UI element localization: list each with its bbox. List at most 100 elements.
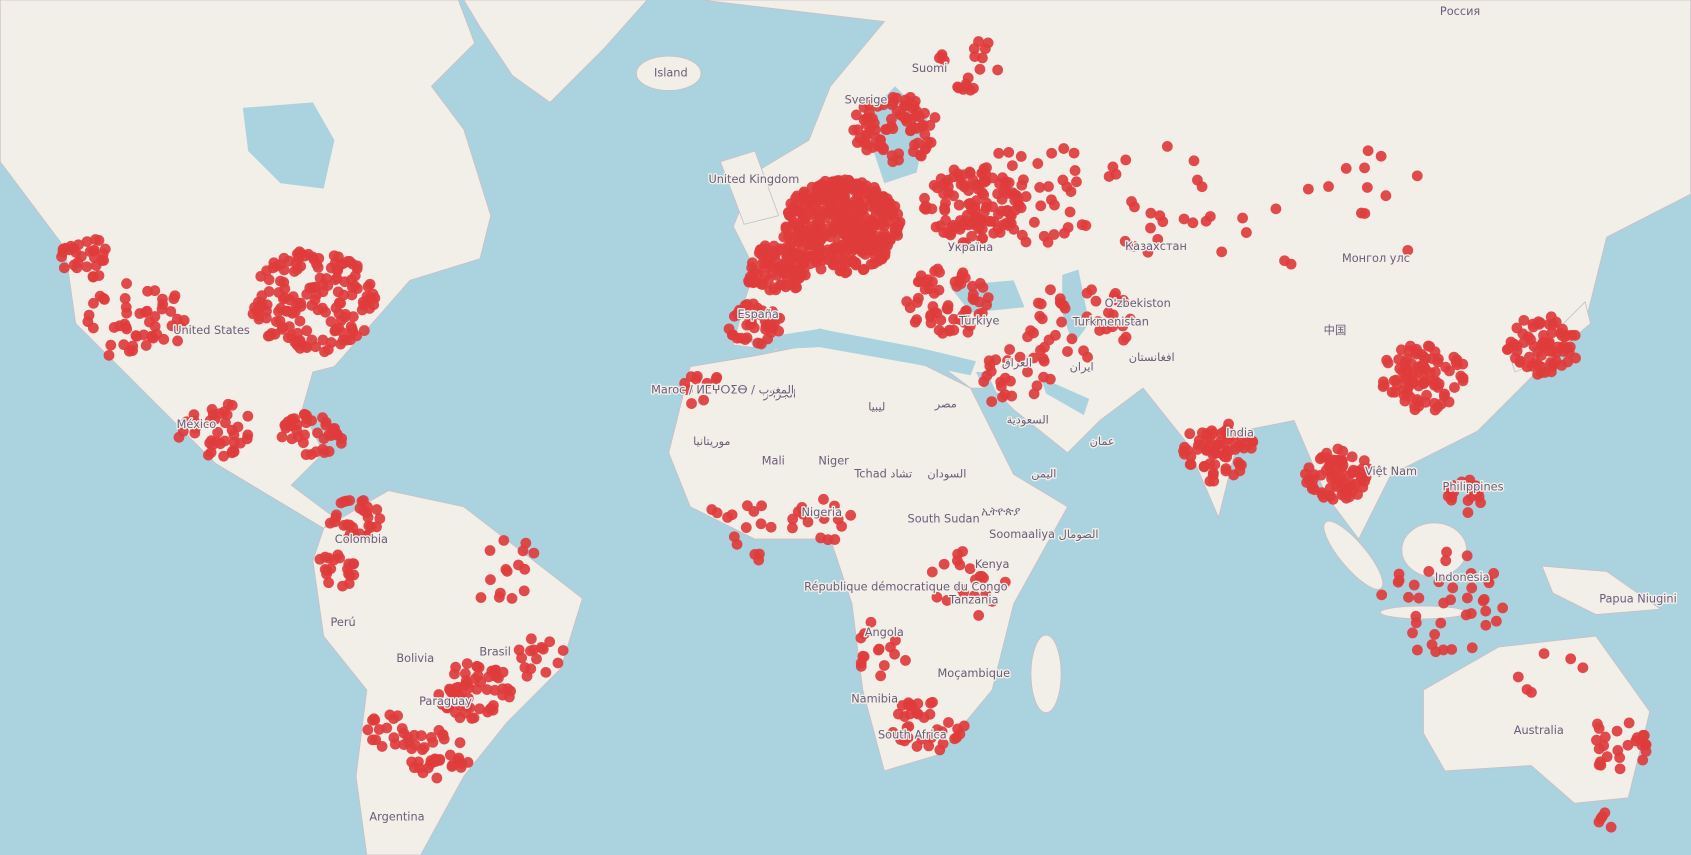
location-dot xyxy=(973,36,984,47)
location-dot xyxy=(81,261,93,273)
mediterranean xyxy=(749,328,976,376)
location-dot xyxy=(203,449,214,461)
location-dot xyxy=(969,215,980,226)
location-dot xyxy=(418,742,430,753)
location-dot xyxy=(976,307,988,319)
location-dot xyxy=(490,664,502,676)
location-dot xyxy=(1201,435,1213,447)
location-dot xyxy=(455,762,467,773)
location-dot xyxy=(141,305,153,317)
location-dot xyxy=(312,427,323,439)
location-dot xyxy=(1558,346,1570,357)
location-dot xyxy=(986,595,998,607)
location-dot xyxy=(1117,320,1129,332)
location-dot xyxy=(779,268,791,280)
location-dot xyxy=(942,181,954,193)
location-dot xyxy=(313,252,325,264)
location-dot xyxy=(90,234,101,245)
location-dot xyxy=(120,301,132,313)
location-dot xyxy=(969,51,981,62)
location-dot xyxy=(710,373,722,385)
location-dot xyxy=(284,294,296,306)
location-dot xyxy=(966,230,978,242)
location-dot xyxy=(889,648,900,660)
location-dot xyxy=(790,282,801,294)
location-dot xyxy=(1377,381,1389,392)
location-dot xyxy=(330,324,342,336)
location-dot xyxy=(1185,451,1197,462)
location-dot xyxy=(319,563,331,575)
location-dot xyxy=(1178,213,1190,225)
location-dot xyxy=(765,521,777,533)
location-dot xyxy=(993,147,1005,159)
location-dot xyxy=(881,206,893,217)
location-dot xyxy=(358,299,370,311)
location-dot xyxy=(812,182,824,194)
location-dot xyxy=(1337,445,1349,457)
location-dot xyxy=(494,587,506,599)
country-label: Sverige xyxy=(845,92,888,106)
location-dot xyxy=(1341,484,1353,495)
location-dot xyxy=(1207,469,1219,481)
location-dot xyxy=(83,309,95,321)
location-dot xyxy=(1062,346,1073,357)
location-dot xyxy=(878,99,889,111)
location-dot xyxy=(958,720,970,732)
country-label: Argentina xyxy=(369,809,424,823)
location-dot xyxy=(931,591,943,603)
location-dot xyxy=(852,229,864,240)
location-dot xyxy=(335,297,346,309)
location-dot xyxy=(773,325,785,337)
country-label: Philippines xyxy=(1443,479,1504,493)
location-dot xyxy=(945,222,957,234)
location-dot xyxy=(1428,397,1440,409)
location-dot xyxy=(1562,356,1574,368)
location-dot xyxy=(1569,329,1581,341)
location-dot xyxy=(1329,454,1341,466)
location-dot xyxy=(84,246,96,257)
location-dot xyxy=(1593,723,1605,734)
location-dot xyxy=(912,292,924,304)
location-dot xyxy=(1622,739,1634,751)
location-dot xyxy=(381,722,393,734)
location-dot xyxy=(858,245,870,257)
caspian-sea xyxy=(1062,269,1090,346)
location-dot xyxy=(741,298,753,310)
location-dot xyxy=(925,311,936,323)
location-dot xyxy=(1045,284,1056,296)
location-dot xyxy=(262,330,274,342)
location-dot xyxy=(1120,154,1132,166)
location-dot xyxy=(293,297,304,309)
location-dot xyxy=(1318,491,1330,503)
location-dot xyxy=(364,278,376,290)
location-dot xyxy=(218,450,229,462)
location-dot xyxy=(752,337,764,349)
location-dot xyxy=(1512,671,1524,683)
location-dot xyxy=(741,319,753,331)
location-dot xyxy=(169,290,181,302)
location-dot xyxy=(1107,161,1119,173)
location-dot xyxy=(861,113,872,124)
location-dot xyxy=(536,642,547,653)
location-dot xyxy=(481,684,493,695)
location-dot xyxy=(1362,463,1374,475)
location-dot xyxy=(875,253,887,265)
location-dot xyxy=(836,240,848,252)
location-dot xyxy=(1393,574,1405,586)
location-dot xyxy=(376,741,388,752)
location-dot xyxy=(1401,387,1413,399)
location-dot xyxy=(1049,199,1060,211)
location-dot xyxy=(949,733,961,745)
location-dot xyxy=(1064,206,1076,218)
location-dot xyxy=(1340,163,1352,174)
location-dot xyxy=(748,505,760,517)
location-dot xyxy=(980,202,992,213)
country-label: Україна xyxy=(948,240,993,254)
location-dot xyxy=(917,119,929,131)
location-dot xyxy=(1008,223,1020,235)
location-dot xyxy=(500,563,512,575)
location-dot xyxy=(1545,311,1557,323)
location-dot xyxy=(1402,244,1414,256)
location-dot xyxy=(1456,476,1468,488)
location-dot xyxy=(130,330,142,342)
